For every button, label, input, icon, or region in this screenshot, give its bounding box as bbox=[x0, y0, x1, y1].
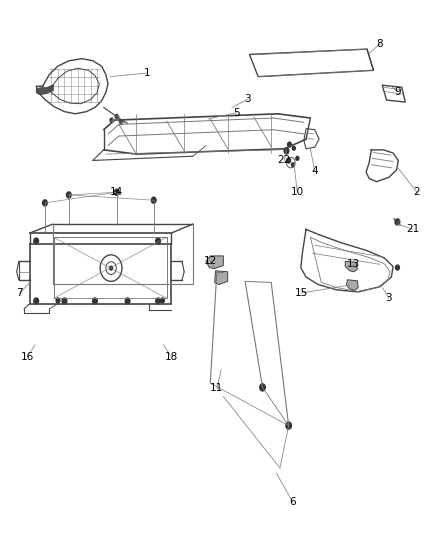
Circle shape bbox=[285, 421, 292, 430]
Circle shape bbox=[115, 114, 119, 119]
Text: 2: 2 bbox=[414, 187, 420, 197]
Text: 5: 5 bbox=[233, 108, 240, 118]
Circle shape bbox=[42, 199, 48, 207]
Text: 18: 18 bbox=[165, 352, 178, 361]
Circle shape bbox=[33, 297, 39, 305]
Text: 8: 8 bbox=[377, 39, 383, 49]
Text: 3: 3 bbox=[385, 293, 392, 303]
Circle shape bbox=[292, 146, 296, 151]
Text: 3: 3 bbox=[244, 94, 251, 104]
Text: 7: 7 bbox=[16, 288, 23, 298]
Circle shape bbox=[110, 117, 114, 123]
Circle shape bbox=[287, 141, 292, 148]
Circle shape bbox=[119, 119, 123, 124]
Circle shape bbox=[291, 162, 295, 167]
Polygon shape bbox=[36, 85, 53, 95]
Circle shape bbox=[33, 237, 39, 245]
Text: 11: 11 bbox=[210, 383, 223, 393]
Polygon shape bbox=[346, 280, 358, 290]
Text: 15: 15 bbox=[295, 288, 308, 298]
Text: 1: 1 bbox=[144, 68, 151, 78]
Text: 12: 12 bbox=[204, 256, 217, 266]
Circle shape bbox=[66, 191, 72, 199]
Circle shape bbox=[259, 383, 266, 392]
Circle shape bbox=[109, 265, 113, 271]
Circle shape bbox=[295, 156, 300, 161]
Circle shape bbox=[160, 297, 165, 304]
Text: 10: 10 bbox=[291, 187, 304, 197]
Circle shape bbox=[92, 297, 98, 305]
Circle shape bbox=[155, 237, 161, 245]
Circle shape bbox=[124, 297, 131, 305]
Text: 14: 14 bbox=[110, 187, 124, 197]
Text: 13: 13 bbox=[347, 259, 360, 269]
Text: 16: 16 bbox=[21, 352, 34, 361]
Circle shape bbox=[114, 189, 120, 196]
Text: 4: 4 bbox=[311, 166, 318, 176]
Circle shape bbox=[155, 297, 161, 305]
Polygon shape bbox=[215, 271, 228, 285]
Circle shape bbox=[55, 297, 60, 304]
Text: 6: 6 bbox=[290, 497, 296, 507]
Circle shape bbox=[61, 297, 67, 305]
Text: 21: 21 bbox=[406, 224, 419, 235]
Polygon shape bbox=[206, 256, 223, 269]
Circle shape bbox=[151, 197, 157, 204]
Circle shape bbox=[394, 218, 400, 225]
Text: 22: 22 bbox=[278, 156, 291, 165]
Text: 9: 9 bbox=[394, 86, 401, 96]
Polygon shape bbox=[345, 261, 357, 272]
Circle shape bbox=[286, 157, 291, 164]
Circle shape bbox=[283, 147, 290, 155]
Circle shape bbox=[395, 264, 400, 271]
